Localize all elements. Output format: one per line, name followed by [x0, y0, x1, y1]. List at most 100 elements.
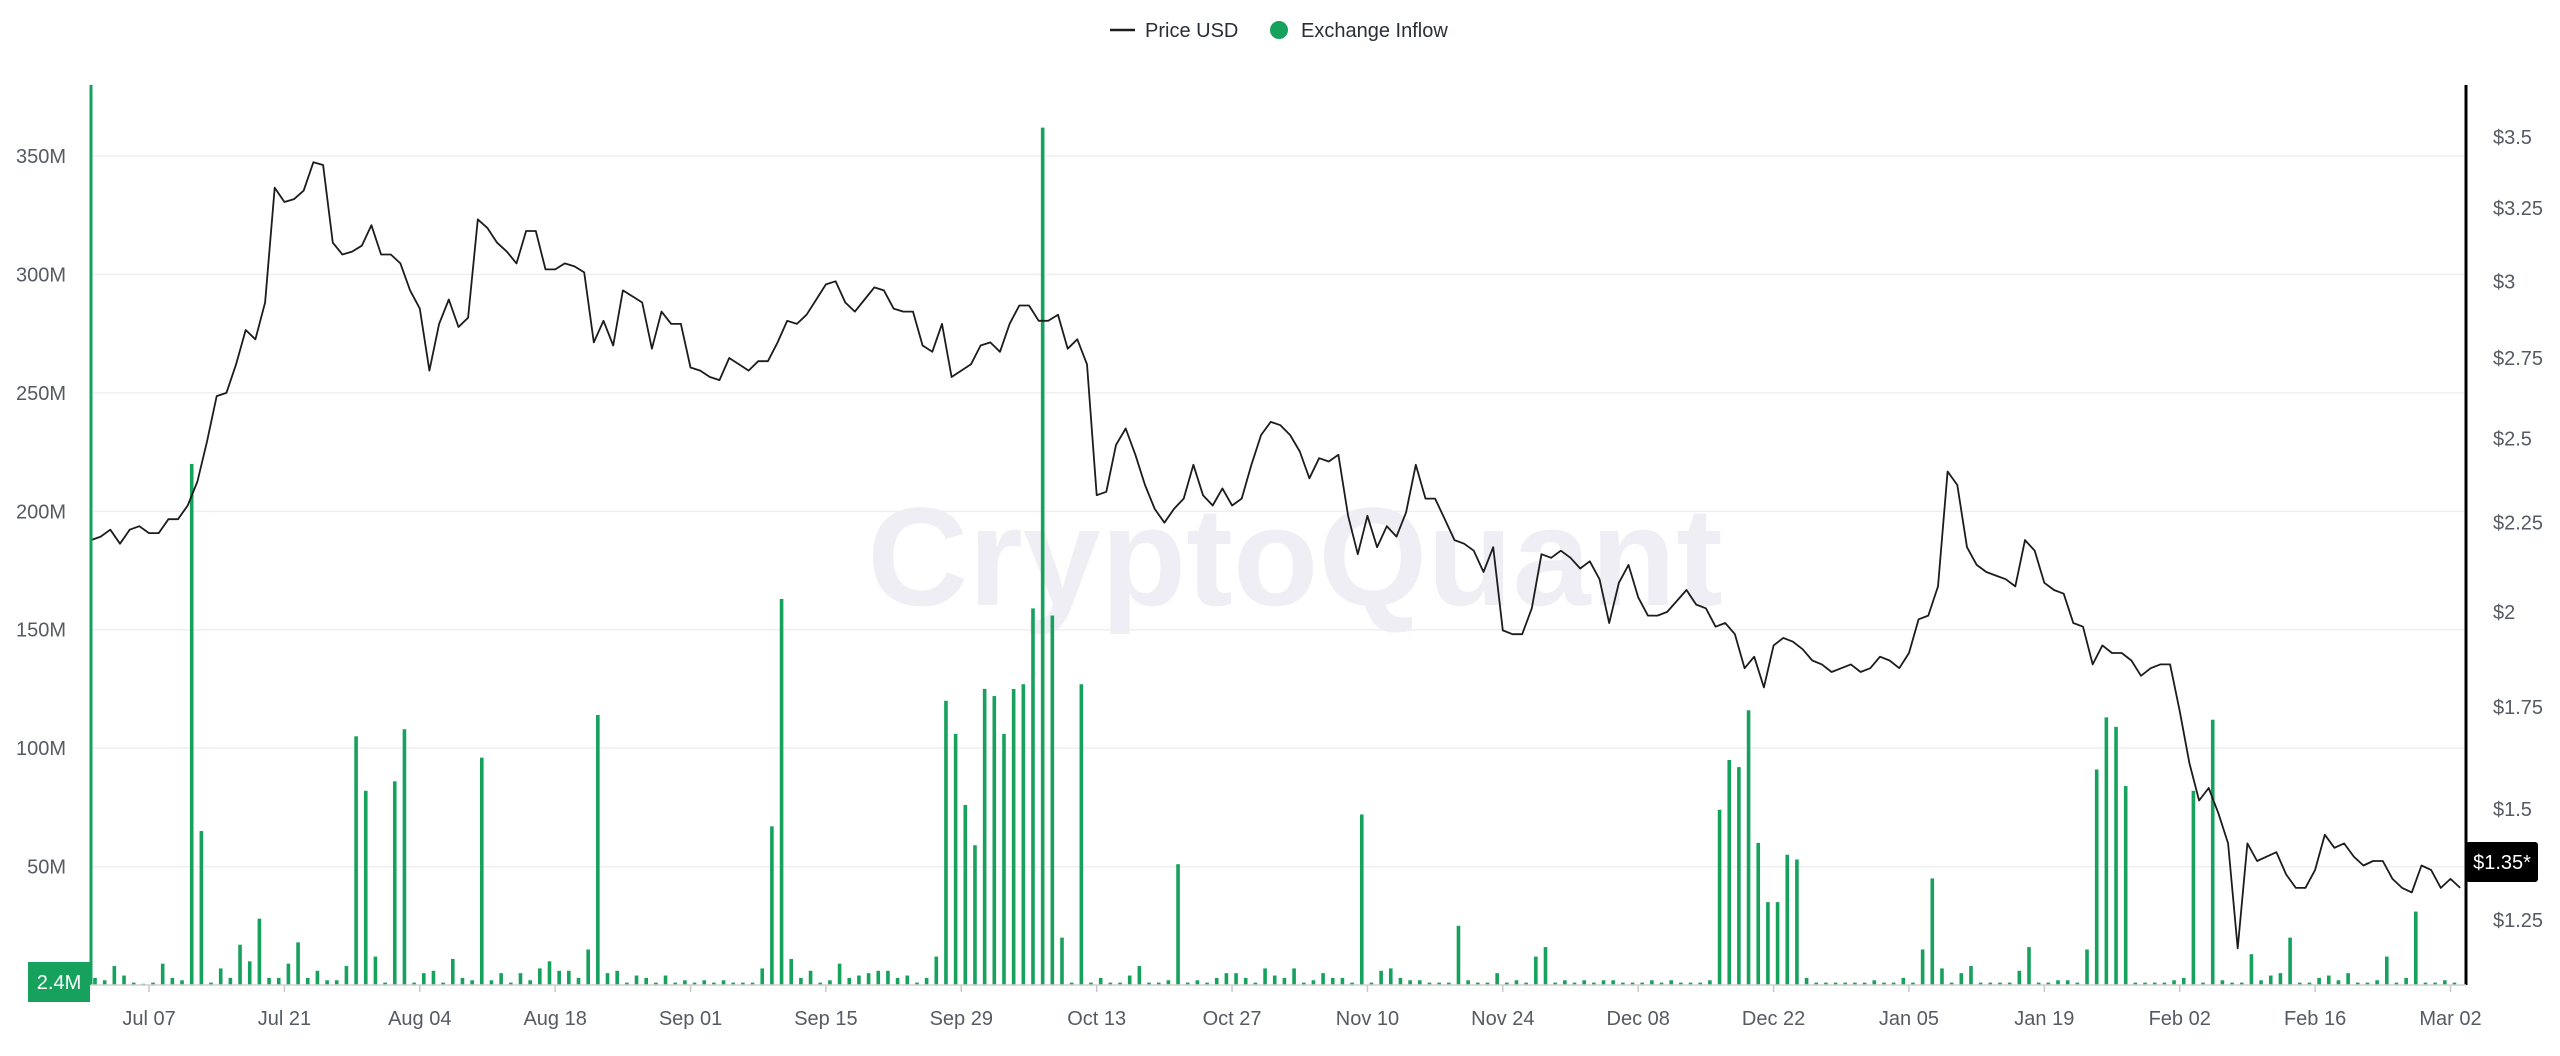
inflow-bar — [2433, 982, 2437, 985]
inflow-bar — [1804, 977, 1809, 985]
x-tick-label: Oct 13 — [1067, 1008, 1126, 1030]
inflow-bar — [915, 982, 919, 985]
inflow-bar — [1379, 970, 1383, 985]
inflow-bar — [1659, 982, 1664, 985]
left-tick-label: 300M — [16, 264, 66, 286]
inflow-bar — [383, 982, 387, 985]
inflow-bar — [228, 977, 233, 985]
inflow-bar — [354, 736, 358, 985]
inflow-bar — [392, 781, 397, 985]
inflow-bar — [373, 956, 378, 985]
inflow-bar — [1195, 980, 1200, 985]
inflow-bar — [412, 982, 416, 985]
inflow-bar — [1408, 980, 1412, 985]
inflow-bar — [2181, 977, 2186, 985]
inflow-bar — [2114, 726, 2118, 985]
inflow-bar — [1069, 982, 1074, 985]
inflow-bar — [325, 980, 329, 985]
left-tick-label: 250M — [16, 383, 66, 405]
inflow-bar — [122, 975, 126, 985]
inflow-bar — [1988, 982, 1993, 985]
inflow-bar — [721, 980, 726, 985]
price-badge-bg — [2466, 842, 2538, 882]
inflow-bar — [953, 733, 958, 985]
inflow-bar — [712, 982, 716, 985]
inflow-bar — [2259, 980, 2263, 985]
inflow-bar — [1340, 977, 1345, 985]
right-tick-label: $3.5 — [2493, 127, 2532, 149]
inflow-bar — [1766, 902, 1770, 985]
inflow-bar — [1582, 980, 1586, 985]
inflow-bar — [866, 973, 871, 985]
inflow-bar — [1543, 947, 1548, 985]
inflow-bar — [1447, 982, 1451, 985]
inflow-bar — [2230, 982, 2234, 985]
legend-inflow-label[interactable]: Exchange Inflow — [1301, 20, 1448, 42]
inflow-bar — [528, 980, 532, 985]
inflow-bar — [170, 977, 175, 985]
inflow-bar — [1263, 968, 1267, 985]
inflow-bar — [151, 982, 155, 985]
inflow-bar — [2268, 975, 2273, 985]
inflow-bar — [2152, 982, 2157, 985]
inflow-bar — [1669, 980, 1674, 985]
inflow-bar — [460, 977, 465, 985]
inflow-bar — [1534, 956, 1538, 985]
inflow-bar — [2220, 980, 2225, 985]
right-tick-label: $2 — [2493, 602, 2515, 624]
inflow-bar — [1079, 684, 1084, 985]
inflow-bar — [334, 980, 339, 985]
inflow-bar — [1311, 980, 1316, 985]
inflow-bar — [1650, 980, 1654, 985]
inflow-bar — [1978, 982, 1983, 985]
inflow-bar — [1485, 982, 1490, 985]
inflow-bar — [1862, 982, 1867, 985]
inflow-bar — [2355, 982, 2360, 985]
inflow-bar — [1775, 902, 1780, 985]
inflow-bar — [1698, 982, 1703, 985]
inflow-bar — [2326, 975, 2331, 985]
inflow-bar — [1098, 977, 1103, 985]
inflow-bar — [199, 831, 204, 985]
inflow-bar — [567, 970, 571, 985]
inflow-bar — [2452, 982, 2457, 985]
inflow-bar — [1901, 977, 1906, 985]
inflow-bar — [2384, 956, 2389, 985]
legend[interactable]: Price USD Exchange Inflow — [1110, 20, 1448, 42]
inflow-bar — [1785, 854, 1790, 985]
inflow-bar — [470, 980, 474, 985]
inflow-bar — [2210, 719, 2215, 985]
inflow-bar — [93, 977, 97, 985]
inflow-bar — [779, 598, 784, 985]
inflow-bar — [1833, 982, 1838, 985]
inflow-bar — [2133, 982, 2138, 985]
right-tick-label: $2.25 — [2493, 513, 2543, 535]
inflow-bar — [2375, 980, 2379, 985]
inflow-bar — [1998, 982, 2002, 985]
inflow-bar — [1127, 975, 1132, 985]
inflow-badge-bg — [28, 962, 90, 1002]
legend-price-label[interactable]: Price USD — [1145, 20, 1238, 42]
inflow-bar — [1940, 968, 1944, 985]
inflow-bar — [799, 977, 803, 985]
price-line — [90, 161, 2461, 950]
inflow-bar — [2365, 982, 2370, 985]
left-tick-label: 150M — [16, 620, 66, 642]
x-tick-label: Nov 10 — [1336, 1008, 1399, 1030]
inflow-bar — [1505, 982, 1509, 985]
inflow-bar — [2046, 982, 2051, 985]
inflow-bar — [2317, 977, 2321, 985]
inflow-bar — [1476, 982, 1480, 985]
inflow-bar — [2065, 980, 2070, 985]
inflow-bar — [1611, 980, 1615, 985]
inflow-bar — [1688, 982, 1693, 985]
inflow-bar — [1369, 982, 1374, 985]
inflow-bar — [1969, 966, 1973, 985]
inflow-bar — [2288, 937, 2292, 985]
x-tick-label: Aug 18 — [523, 1008, 586, 1030]
inflow-bar — [131, 982, 136, 985]
inflow-bar — [1021, 684, 1026, 985]
inflow-bar — [1040, 127, 1045, 985]
inflow-bar — [160, 963, 165, 985]
